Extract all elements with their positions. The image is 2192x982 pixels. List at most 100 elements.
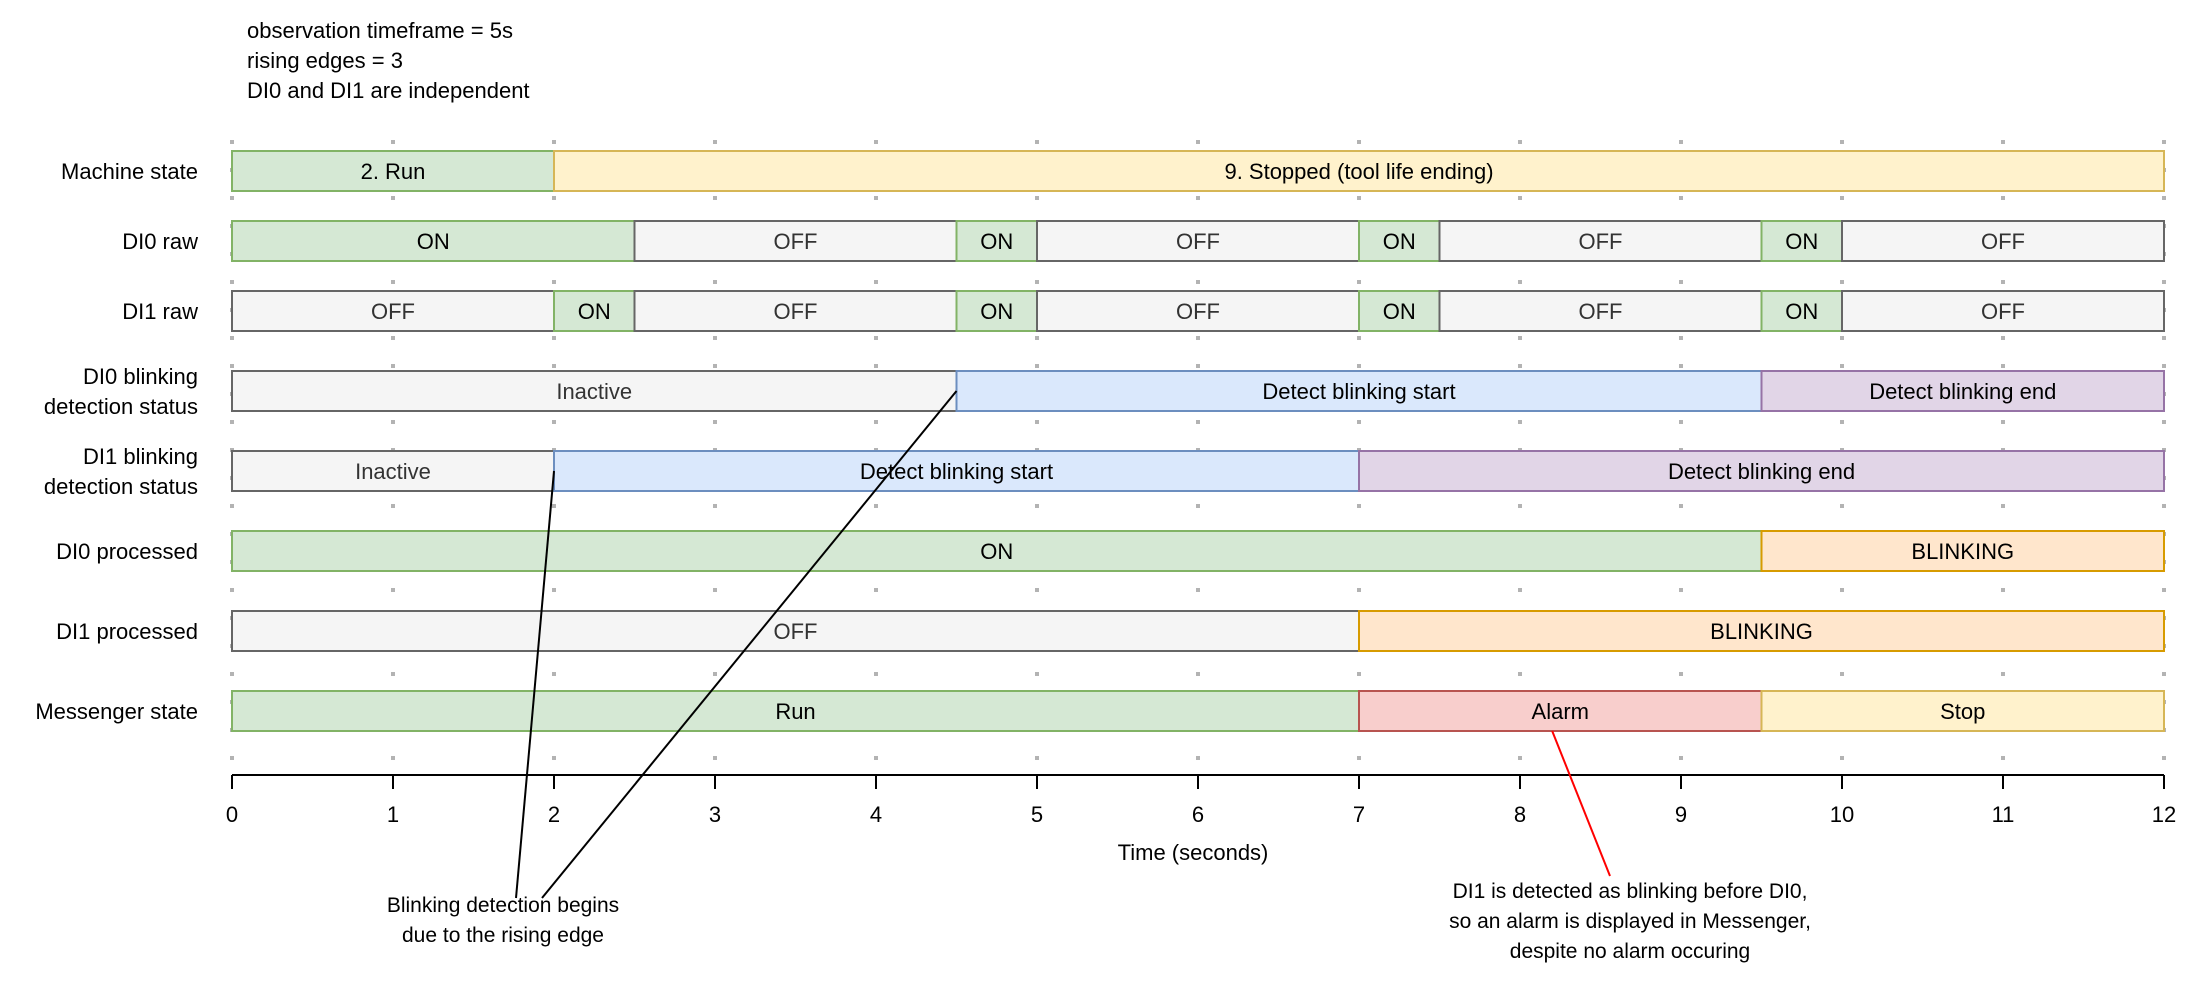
signal-row: Machine state 2. Run 9. Stopped (tool life… (61, 150, 2165, 192)
row-label: DI1 blinking detection status (44, 444, 198, 499)
annotation-alarm-note: DI1 is detected as blinking before DI0, s… (1449, 730, 1811, 963)
row-label-line: DI1 blinking (83, 444, 198, 469)
state-segment-label: 2. Run (361, 159, 426, 184)
state-segment-label: ON (1785, 299, 1818, 324)
state-segment: OFF (1438, 220, 1763, 262)
row-label: DI0 raw (122, 229, 198, 254)
state-segment: ON (553, 290, 636, 332)
annotation-text-line: despite no alarm occuring (1510, 940, 1750, 963)
state-segment-label: ON (1383, 299, 1416, 324)
time-axis: 0 1 2 3 4 5 6 7 8 9 10 11 12 (226, 774, 2176, 827)
state-segment: OFF (633, 220, 958, 262)
state-segment-box (955, 220, 1038, 262)
state-segment: Stop (1760, 690, 2165, 732)
state-segment: Run (231, 690, 1360, 732)
axis-tick-label: 7 (1353, 802, 1365, 827)
axis-tick-label: 9 (1675, 802, 1687, 827)
state-segment-label: OFF (1579, 299, 1623, 324)
row-label-line: DI0 processed (56, 539, 198, 564)
row-label-line: DI1 raw (122, 299, 198, 324)
state-segment: OFF (1841, 290, 2165, 332)
state-segment: Detect blinking start (553, 450, 1360, 492)
annotation-text-line: DI1 is detected as blinking before DI0, (1453, 880, 1808, 903)
state-segment: ON (955, 290, 1038, 332)
state-segment-box (1760, 530, 2165, 572)
axis-tick-label: 8 (1514, 802, 1526, 827)
state-segment-label: ON (578, 299, 611, 324)
annotation-text-line: so an alarm is displayed in Messenger, (1449, 910, 1811, 933)
state-segment-box (231, 370, 958, 412)
state-segment: OFF (1036, 220, 1360, 262)
state-segment-box (231, 220, 636, 262)
state-segment-label: ON (1785, 229, 1818, 254)
annotation-pointer (1551, 730, 1611, 877)
row-label-line: Machine state (61, 159, 198, 184)
signal-row: DI1 blinking detection status Inactive Dete… (44, 444, 2165, 499)
axis-tick-label: 2 (548, 802, 560, 827)
state-segment-label: BLINKING (1911, 539, 2014, 564)
state-segment: ON (1760, 290, 1843, 332)
state-segment-label: OFF (1176, 229, 1220, 254)
annotation-text-line: Blinking detection begins (387, 894, 619, 917)
state-segment-box (1438, 220, 1763, 262)
row-label-line: DI0 blinking (83, 364, 198, 389)
state-segment-box (955, 290, 1038, 332)
signal-row: DI0 processed ON BLINKING (56, 530, 2165, 572)
state-segment-box (1358, 220, 1441, 262)
header-note-independence: DI0 and DI1 are independent (247, 78, 530, 103)
state-segment: Detect blinking start (955, 370, 1763, 412)
state-segment-label: OFF (1579, 229, 1623, 254)
state-segment-label: ON (980, 299, 1013, 324)
state-segment: 2. Run (231, 150, 555, 192)
state-segment: OFF (1438, 290, 1763, 332)
state-segment-label: Run (775, 699, 815, 724)
row-label: Machine state (61, 159, 198, 184)
row-label-line: detection status (44, 394, 198, 419)
annotation-pointer (541, 390, 958, 899)
signal-row: DI0 blinking detection status Inactive Dete… (44, 364, 2165, 419)
state-segment-label: Detect blinking end (1668, 459, 1855, 484)
state-segment: OFF (231, 290, 555, 332)
header-notes: observation timeframe = 5s rising edges … (247, 18, 530, 103)
state-segment-box (231, 610, 1360, 652)
row-label-line: Messenger state (35, 699, 198, 724)
row-label: DI0 processed (56, 539, 198, 564)
axis-tick-label: 6 (1192, 802, 1204, 827)
state-segment-label: OFF (1981, 229, 2025, 254)
state-segment: ON (1358, 220, 1441, 262)
row-label-line: DI0 raw (122, 229, 198, 254)
state-segment-label: Detect blinking end (1869, 379, 2056, 404)
state-segment-label: ON (1383, 229, 1416, 254)
state-segment-box (1358, 690, 1763, 732)
state-segment-label: Detect blinking start (860, 459, 1053, 484)
axis-tick-label: 4 (870, 802, 882, 827)
time-axis-title: Time (seconds) (1118, 840, 1269, 865)
state-segment-label: OFF (1981, 299, 2025, 324)
axis-tick-label: 5 (1031, 802, 1043, 827)
state-segment: ON (1358, 290, 1441, 332)
state-segment-box (633, 290, 958, 332)
row-label-line: DI1 processed (56, 619, 198, 644)
state-segment-box (1358, 610, 2165, 652)
signal-rows: Machine state 2. Run 9. Stopped (tool life… (35, 150, 2165, 732)
state-segment-label: OFF (1176, 299, 1220, 324)
state-segment-box (1841, 290, 2165, 332)
state-segment: Inactive (231, 450, 555, 492)
state-segment-box (1438, 290, 1763, 332)
state-segment-label: Inactive (355, 459, 431, 484)
state-segment: ON (1760, 220, 1843, 262)
state-segment: 9. Stopped (tool life ending) (553, 150, 2165, 192)
signal-row: DI0 raw ON OFF ON OFF ON OFF ON OFF (122, 220, 2165, 262)
state-segment-label: Detect blinking start (1262, 379, 1455, 404)
header-note-rising-edges: rising edges = 3 (247, 48, 403, 73)
state-segment: BLINKING (1760, 530, 2165, 572)
state-segment: Detect blinking end (1358, 450, 2165, 492)
annotations: Blinking detection begins due to the risi… (387, 390, 1811, 963)
axis-tick-label: 1 (387, 802, 399, 827)
state-segment-box (231, 450, 555, 492)
signal-row: Messenger state Run Alarm Stop (35, 690, 2165, 732)
state-segment-label: OFF (774, 229, 818, 254)
state-segment-label: OFF (774, 299, 818, 324)
state-segment-label: ON (980, 229, 1013, 254)
